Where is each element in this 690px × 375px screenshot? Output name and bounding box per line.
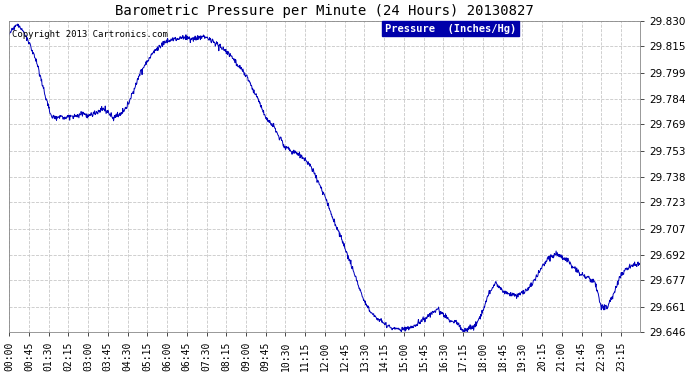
Text: Pressure  (Inches/Hg): Pressure (Inches/Hg) [385,24,516,34]
Text: Copyright 2013 Cartronics.com: Copyright 2013 Cartronics.com [12,30,168,39]
Title: Barometric Pressure per Minute (24 Hours) 20130827: Barometric Pressure per Minute (24 Hours… [115,4,534,18]
